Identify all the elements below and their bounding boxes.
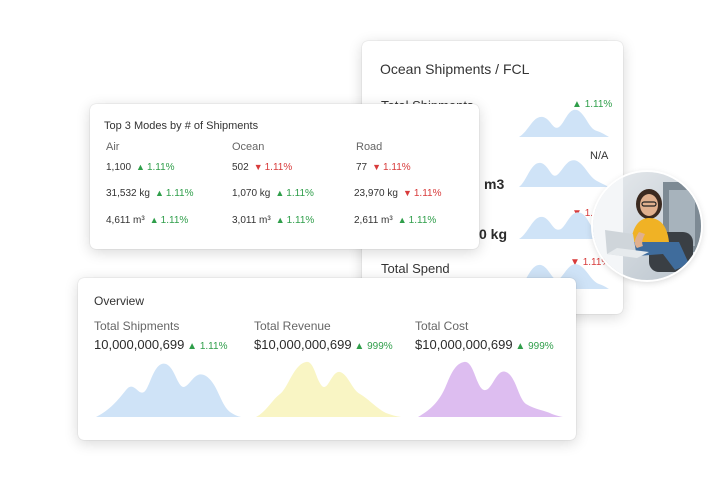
up-arrow-icon: ▲: [275, 215, 285, 225]
up-arrow-icon: ▲: [275, 188, 285, 198]
ocean-row4-delta: ▼ 1.11%: [570, 257, 611, 268]
down-arrow-icon: ▼: [402, 188, 412, 198]
avatar: [593, 172, 701, 280]
ocean-row1-delta: ▲ 1.11%: [572, 99, 613, 110]
col-header-road: Road: [356, 141, 383, 153]
ocean-shipments-card: Ocean Shipments / FCL Total Shipments ▲ …: [362, 41, 623, 314]
ocean-volume-cell: 3,011 m³ ▲ 1.11%: [232, 215, 315, 226]
up-arrow-icon: ▲: [397, 215, 407, 225]
up-arrow-icon: ▲: [512, 341, 529, 352]
up-arrow-icon: ▲: [154, 188, 164, 198]
metric-label-total-shipments: Total Shipments: [94, 319, 180, 333]
sparkline-total-revenue: [256, 361, 402, 417]
metric-label-total-revenue: Total Revenue: [254, 319, 331, 333]
sparkline-total-cost: [418, 361, 564, 417]
down-arrow-icon: ▼: [372, 162, 382, 172]
ocean-row2-delta: N/A: [590, 150, 609, 162]
top-modes-card: Top 3 Modes by # of Shipments Air Ocean …: [90, 104, 479, 249]
ocean-row-total-shipments-label: Total Shipments: [381, 98, 474, 106]
metric-value-total-revenue: $10,000,000,699 ▲ 999%: [254, 337, 393, 352]
overview-card: Overview Total Shipments 10,000,000,699 …: [78, 278, 576, 440]
road-shipments-cell: 77 ▼ 1.11%: [356, 162, 411, 173]
ocean-sparkline-3: [519, 212, 609, 239]
col-header-ocean: Ocean: [232, 141, 265, 153]
top-modes-title: Top 3 Modes by # of Shipments: [104, 120, 259, 132]
air-volume-cell: 4,611 m³ ▲ 1.11%: [106, 215, 189, 226]
metric-value-total-cost: $10,000,000,699 ▲ 999%: [415, 337, 554, 352]
ocean-sparkline-2: [519, 160, 609, 187]
down-arrow-icon: ▼: [253, 162, 263, 172]
up-arrow-icon: ▲: [136, 162, 145, 172]
ocean-row2-value: m3: [484, 176, 505, 192]
ocean-sparkline-1: [519, 109, 609, 137]
road-volume-cell: 2,611 m³ ▲ 1.11%: [354, 215, 437, 226]
col-header-air: Air: [106, 141, 120, 153]
person-with-laptop-icon: [593, 172, 701, 280]
air-shipments-cell: 1,100 ▲ 1.11%: [106, 162, 175, 173]
road-weight-cell: 23,970 kg ▼ 1.11%: [354, 188, 442, 199]
up-arrow-icon: ▲: [351, 341, 368, 352]
air-weight-cell: 31,532 kg ▲ 1.11%: [106, 188, 194, 199]
up-arrow-icon: ▲: [149, 215, 159, 225]
ocean-card-title: Ocean Shipments / FCL: [380, 61, 530, 77]
metric-value-total-shipments: 10,000,000,699 ▲ 1.11%: [94, 337, 228, 352]
ocean-row3-value: 0 kg: [479, 226, 508, 242]
sparkline-total-shipments: [96, 363, 242, 417]
ocean-shipments-cell: 502 ▼ 1.11%: [232, 162, 293, 173]
ocean-weight-cell: 1,070 kg ▲ 1.11%: [232, 188, 314, 199]
up-arrow-icon: ▲: [184, 341, 200, 352]
overview-title: Overview: [94, 294, 145, 308]
metric-label-total-cost: Total Cost: [415, 319, 469, 333]
ocean-row-total-spend-label: Total Spend: [381, 261, 450, 276]
